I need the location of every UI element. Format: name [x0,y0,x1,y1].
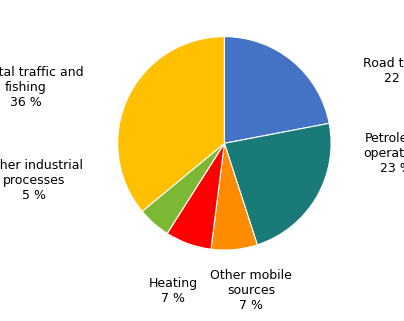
Wedge shape [167,143,224,249]
Text: Other industrial
processes
5 %: Other industrial processes 5 % [0,159,84,202]
Wedge shape [142,143,224,233]
Text: Coastal traffic and
fishing
36 %: Coastal traffic and fishing 36 % [0,66,84,109]
Text: Heating
7 %: Heating 7 % [149,277,198,305]
Text: Petroleum
operations
23 %: Petroleum operations 23 % [363,133,404,176]
Wedge shape [224,123,331,245]
Wedge shape [224,37,329,143]
Text: Other mobile
sources
7 %: Other mobile sources 7 % [210,269,292,312]
Wedge shape [211,143,257,250]
Wedge shape [118,37,224,211]
Text: Road traffic
22 %: Road traffic 22 % [363,57,404,85]
